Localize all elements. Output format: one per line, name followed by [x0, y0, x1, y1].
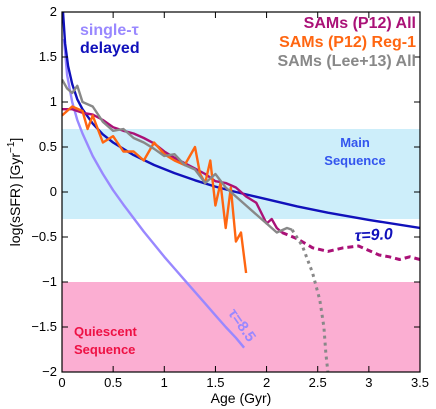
x-tick-label: 0 [58, 375, 65, 390]
legend-lee13-all: SAMs (Lee+13) All [277, 53, 416, 70]
series-line-0 [62, 38, 246, 349]
tau-9-annotation: τ=9.0 [354, 226, 393, 245]
y-tick-label: 2 [50, 4, 57, 19]
x-tick-label: 3 [365, 375, 372, 390]
quiescent-sequence-band [62, 282, 420, 372]
x-axis-title: Age (Gyr) [211, 390, 272, 406]
y-tick-label: −1.5 [31, 319, 57, 334]
series-line-5 [62, 78, 293, 234]
x-tick-label: 2 [263, 375, 270, 390]
y-axis-title-main: log(sSFR) [Gyr [7, 153, 23, 247]
series-line-3 [281, 231, 420, 261]
quiescent-sequence-label-line2: Sequence [74, 342, 135, 357]
x-tick-label: 2.5 [309, 375, 327, 390]
series-layer [62, 12, 420, 372]
y-tick-label: 0.5 [39, 139, 57, 154]
y-tick-label: −0.5 [31, 229, 57, 244]
y-axis-title-end: ] [7, 138, 23, 142]
series-line-4 [62, 105, 248, 274]
y-tick-label: −2 [42, 364, 57, 379]
legend-p12-all: SAMs (P12) All [304, 15, 416, 32]
y-axis-title: log(sSFR) [Gyr−1] [6, 138, 23, 247]
ticks-layer: 0 0.5 1 1.5 2 2.5 3 3.5 −2 −1.5 −1 −0.5 0 0.5 1 1.5 2 [31, 4, 429, 390]
x-tick-label: 0.5 [104, 375, 122, 390]
x-tick-label: 3.5 [411, 375, 429, 390]
y-tick-label: −1 [42, 274, 57, 289]
y-tick-label: 1 [50, 94, 57, 109]
legend-p12-reg1: SAMs (P12) Reg-1 [279, 34, 416, 51]
x-tick-label: 1 [161, 375, 168, 390]
y-tick-label: 1.5 [39, 49, 57, 64]
legend-delayed: delayed [80, 40, 140, 57]
main-sequence-label-line1: Main [340, 135, 370, 150]
legend-single-tau: single-τ [80, 22, 139, 39]
y-axis-title-sup: −1 [6, 141, 17, 153]
y-tick-label: 0 [50, 184, 57, 199]
quiescent-sequence-label-line1: Quiescent [74, 324, 138, 339]
x-tick-label: 1.5 [206, 375, 224, 390]
main-sequence-label-line2: Sequence [324, 153, 385, 168]
